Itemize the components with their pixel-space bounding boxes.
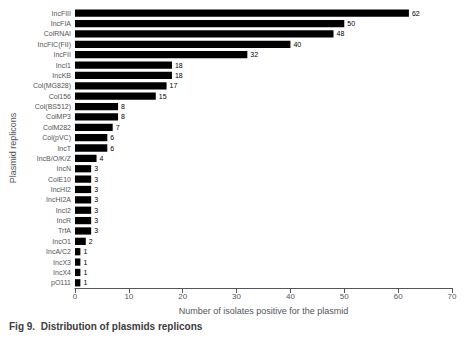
svg-text:4: 4: [100, 155, 104, 162]
svg-text:15: 15: [159, 93, 167, 100]
svg-text:IncFIC(FII): IncFIC(FII): [38, 41, 71, 49]
svg-text:7: 7: [116, 124, 120, 131]
svg-text:IncHI2: IncHI2: [51, 186, 71, 193]
svg-text:IncFIII: IncFIII: [52, 10, 72, 17]
svg-text:IncN: IncN: [57, 165, 71, 172]
svg-text:20: 20: [178, 292, 187, 301]
svg-text:8: 8: [121, 103, 125, 110]
svg-text:ColE10: ColE10: [48, 176, 71, 183]
svg-text:ColMP3: ColMP3: [46, 113, 71, 120]
svg-text:IncB/O/K/Z: IncB/O/K/Z: [37, 155, 72, 162]
svg-text:3: 3: [94, 165, 98, 172]
svg-text:Fig 9. Distribution of plasmi: Fig 9. Distribution of plasmids replicon…: [9, 321, 203, 332]
svg-text:10: 10: [124, 292, 133, 301]
svg-text:17: 17: [170, 82, 178, 89]
svg-text:62: 62: [412, 10, 420, 17]
svg-text:Col(pVC): Col(pVC): [42, 134, 71, 142]
svg-text:IncX3: IncX3: [53, 259, 71, 266]
svg-text:Col(BS512): Col(BS512): [35, 103, 71, 111]
svg-text:0: 0: [73, 292, 78, 301]
svg-text:IncX4: IncX4: [53, 269, 71, 276]
svg-text:50: 50: [340, 292, 349, 301]
svg-text:Col(MG828): Col(MG828): [33, 82, 71, 90]
svg-text:48: 48: [337, 30, 345, 37]
svg-text:40: 40: [286, 292, 295, 301]
svg-text:Plasmid replicons: Plasmid replicons: [8, 112, 18, 183]
svg-text:1: 1: [83, 248, 87, 255]
svg-text:18: 18: [175, 62, 183, 69]
svg-text:32: 32: [250, 51, 258, 58]
svg-text:IncA/C2: IncA/C2: [46, 248, 71, 255]
svg-text:3: 3: [94, 196, 98, 203]
svg-text:ColRNAI: ColRNAI: [44, 30, 71, 37]
svg-text:IncI1: IncI1: [56, 62, 71, 69]
svg-text:Col156: Col156: [49, 93, 71, 100]
svg-text:pO111: pO111: [51, 279, 71, 287]
svg-text:2: 2: [89, 238, 93, 245]
svg-text:1: 1: [83, 269, 87, 276]
svg-text:IncHI2A: IncHI2A: [46, 196, 71, 203]
svg-text:3: 3: [94, 186, 98, 193]
svg-text:IncFII: IncFII: [53, 51, 71, 58]
svg-text:IncT: IncT: [57, 145, 71, 152]
svg-text:30: 30: [232, 292, 241, 301]
svg-text:IncO1: IncO1: [52, 238, 71, 245]
svg-text:IncR: IncR: [57, 217, 71, 224]
svg-text:1: 1: [83, 279, 87, 286]
svg-text:IncKB: IncKB: [52, 72, 71, 79]
svg-text:1: 1: [83, 259, 87, 266]
svg-text:70: 70: [448, 292, 457, 301]
svg-text:Number of isolates positive fo: Number of isolates positive for the plas…: [179, 306, 349, 316]
svg-text:3: 3: [94, 217, 98, 224]
svg-text:8: 8: [121, 113, 125, 120]
svg-text:6: 6: [110, 134, 114, 141]
svg-text:TrfA: TrfA: [58, 227, 71, 234]
svg-text:3: 3: [94, 176, 98, 183]
svg-text:40: 40: [293, 41, 301, 48]
svg-text:50: 50: [347, 20, 355, 27]
svg-text:IncI2: IncI2: [56, 207, 71, 214]
svg-text:18: 18: [175, 72, 183, 79]
svg-text:60: 60: [394, 292, 403, 301]
svg-text:ColM282: ColM282: [43, 124, 71, 131]
svg-text:3: 3: [94, 207, 98, 214]
svg-text:6: 6: [110, 145, 114, 152]
svg-text:IncFIA: IncFIA: [51, 20, 72, 27]
svg-text:3: 3: [94, 227, 98, 234]
